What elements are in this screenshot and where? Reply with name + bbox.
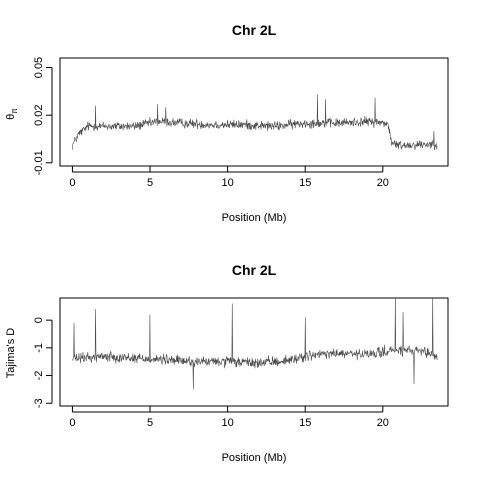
panel-title: Chr 2L: [232, 262, 277, 278]
x-tick-label: 15: [299, 417, 311, 429]
y-tick-label: -2: [33, 371, 45, 381]
x-tick-label: 0: [69, 417, 75, 429]
y-tick-label: -3: [33, 398, 45, 408]
plot-frame: [59, 57, 449, 167]
x-axis-label: Position (Mb): [222, 452, 287, 464]
series-layer: [72, 94, 438, 151]
x-tick-label: 10: [221, 177, 233, 189]
x-tick-label: 20: [377, 417, 389, 429]
series-layer: [72, 297, 438, 390]
x-axis: 0 5 10 15 20: [69, 166, 389, 189]
x-tick-label: 10: [221, 417, 233, 429]
x-tick-label: 20: [377, 177, 389, 189]
x-tick-label: 0: [69, 177, 75, 189]
tajimas-d-panel: Chr 2L 0 5 10 15 20 -3 -2 -1 0 Position (Mb) Ta…: [5, 262, 449, 464]
y-tick-label: 0: [33, 317, 45, 323]
panel-title: Chr 2L: [232, 22, 277, 38]
x-tick-label: 15: [299, 177, 311, 189]
x-axis-label: Position (Mb): [222, 212, 287, 224]
y-axis-label: θπ: [5, 108, 19, 120]
y-axis-label-main: θ: [5, 114, 17, 120]
series-line: [72, 297, 438, 390]
x-tick-label: 5: [147, 417, 153, 429]
y-tick-label: -0.01: [33, 150, 45, 175]
y-axis: -3 -2 -1 0: [33, 317, 53, 408]
y-axis-label: Tajima's D: [5, 328, 17, 378]
x-axis: 0 5 10 15 20: [69, 406, 389, 429]
y-axis-label-sub: π: [10, 108, 19, 114]
y-tick-label: 0.02: [33, 104, 45, 125]
y-tick-label: -1: [33, 343, 45, 353]
x-tick-label: 5: [147, 177, 153, 189]
plot-frame: [59, 297, 449, 407]
y-axis: -0.01 0.02 0.05: [33, 57, 53, 175]
theta-pi-panel: Chr 2L 0 5 10 15 20 -0.01 0.02 0.05 Position (…: [5, 22, 449, 224]
series-line: [72, 94, 438, 151]
y-tick-label: 0.05: [33, 57, 45, 78]
